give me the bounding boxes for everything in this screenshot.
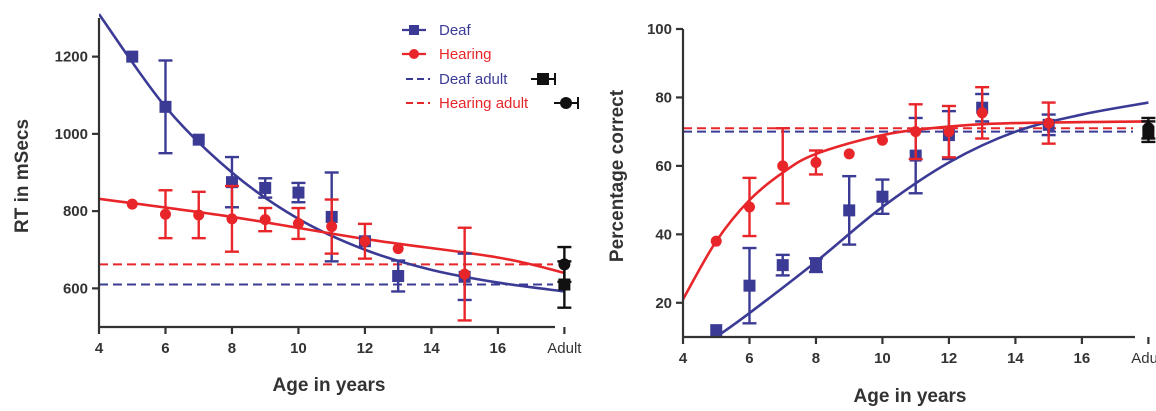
- left-adult-tick-label: Adult: [547, 340, 582, 357]
- right-y-tick-label: 100: [647, 21, 672, 38]
- deaf-point-2: [776, 259, 789, 272]
- left-x-tick-label: 16: [490, 340, 507, 357]
- deaf-point-1: [159, 100, 172, 113]
- legend-adult-label-deaf: Deaf adult: [439, 71, 508, 88]
- deaf-point-4: [259, 181, 272, 194]
- right-adult-tick-label: Adult: [1131, 350, 1156, 367]
- hearing-point-0: [710, 235, 722, 247]
- deaf-point-8: [392, 270, 405, 283]
- right-y-tick-label: 20: [655, 295, 672, 312]
- hearing-point-2: [777, 160, 789, 172]
- legend-adult-marker-hearing: [560, 97, 572, 109]
- hearing-fit-curve: [683, 120, 1149, 301]
- hearing-point-3: [226, 213, 238, 225]
- hearing-point-1: [159, 208, 171, 220]
- hearing-point-9: [459, 268, 471, 280]
- deaf-point-1: [743, 279, 756, 292]
- left-y-tick-label: 600: [63, 280, 88, 297]
- right-x-tick-label: 12: [941, 350, 958, 367]
- hearing-point-5: [292, 217, 304, 229]
- right-chart-axes: 20 40 60 80 100 4 6 8 10 12 14 16 Adult: [647, 21, 1156, 367]
- hearing-point-7: [359, 235, 371, 247]
- right-x-tick-label: 16: [1074, 350, 1091, 367]
- hearing-point-8: [392, 243, 404, 255]
- hearing-point-7: [943, 126, 955, 138]
- right-y-tick-label: 80: [655, 89, 672, 106]
- left-x-tick-label: 10: [290, 340, 307, 357]
- deaf-point-4: [843, 204, 856, 217]
- left-x-tick-label: 14: [423, 340, 440, 357]
- legend-marker-hearing: [409, 49, 419, 59]
- hearing-point-6: [326, 221, 338, 233]
- right-x-tick-label: 14: [1007, 350, 1024, 367]
- right-y-axis-title: Percentage correct: [607, 89, 628, 262]
- left-y-axis-title: RT in mSecs: [12, 119, 33, 233]
- left-x-tick-label: 6: [161, 340, 169, 357]
- deaf-point-3: [809, 259, 822, 272]
- reaction-time-chart: 600 800 1000 1200 4 6 8 10 12 14 16 Adult Age in ye…: [12, 13, 582, 396]
- hearing-point-2: [193, 209, 205, 221]
- legend-adult-marker-deaf: [537, 73, 549, 85]
- left-x-axis-title: Age in years: [273, 375, 386, 396]
- right-x-tick-label: 6: [745, 350, 753, 367]
- hearing-point-4: [843, 148, 855, 160]
- hearing-point-3: [810, 156, 822, 168]
- deaf-point-2: [192, 133, 205, 146]
- left-y-tick-label: 1000: [55, 126, 88, 143]
- legend-marker-deaf: [409, 25, 419, 35]
- hearing-point-1: [743, 201, 755, 213]
- left-chart-marks: [99, 13, 572, 322]
- deaf-point-0: [126, 50, 139, 63]
- hearing-point-5: [876, 134, 888, 146]
- deaf-point-5: [292, 186, 305, 199]
- right-chart-marks: [683, 85, 1156, 337]
- legend: Deaf Hearing Deaf adult Hearing adult: [402, 22, 579, 112]
- left-y-tick-label: 1200: [55, 49, 88, 66]
- right-y-tick-label: 40: [655, 226, 672, 243]
- right-y-tick-label: 60: [655, 158, 672, 175]
- left-x-tick-label: 12: [357, 340, 374, 357]
- left-x-tick-label: 4: [95, 340, 104, 357]
- left-y-tick-label: 800: [63, 203, 88, 220]
- right-x-tick-label: 4: [679, 350, 688, 367]
- hearing-adult-point: [558, 258, 571, 271]
- deaf-point-5: [876, 190, 889, 203]
- deaf-point-0: [710, 324, 723, 337]
- deaf-fit-curve: [715, 101, 1149, 337]
- hearing-point-6: [910, 126, 922, 138]
- hearing-point-9: [1043, 117, 1055, 129]
- hearing-point-8: [976, 107, 988, 119]
- left-x-tick-label: 8: [228, 340, 236, 357]
- left-chart-axes: 600 800 1000 1200 4 6 8 10 12 14 16 Adult: [55, 18, 582, 357]
- legend-label-deaf: Deaf: [439, 22, 472, 39]
- hearing-point-4: [259, 214, 271, 226]
- hearing-adult-point: [1142, 122, 1155, 135]
- hearing-point-0: [126, 198, 138, 210]
- legend-adult-label-hearing: Hearing adult: [439, 95, 529, 112]
- right-x-tick-label: 8: [812, 350, 820, 367]
- percentage-correct-chart: 20 40 60 80 100 4 6 8 10 12 14 16 Adult Age in years…: [607, 21, 1156, 407]
- right-x-tick-label: 10: [874, 350, 891, 367]
- right-x-axis-title: Age in years: [854, 386, 967, 406]
- legend-label-hearing: Hearing: [439, 46, 492, 63]
